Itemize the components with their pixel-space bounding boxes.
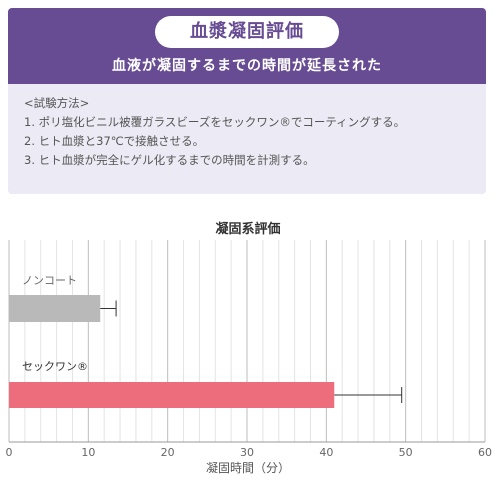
bar-category-label: セックワン®	[22, 360, 88, 373]
method-step-1: 1. ポリ塩化ビニル被覆ガラスビーズをセックワン®でコーティングする。	[24, 115, 406, 129]
method-step-3: 3. ヒト血漿が完全にゲル化するまでの時間を計測する。	[24, 153, 315, 167]
x-tick-label: 30	[240, 446, 254, 459]
x-tick-label: 10	[81, 446, 95, 459]
chart-x-ticks: 0 10 20 30 40 50 60	[6, 446, 493, 459]
method-card: 血漿凝固評価 血液が凝固するまでの時間が延長された <試験方法> 1. ポリ塩化…	[8, 8, 486, 194]
bar	[9, 295, 101, 322]
page-title: 血漿凝固評価	[155, 16, 339, 48]
page-subtitle: 血液が凝固するまでの時間が延長された	[112, 58, 382, 74]
chart-title: 凝固系評価	[215, 221, 280, 237]
method-step-2: 2. ヒト血漿と37℃で接触させる。	[24, 134, 205, 148]
header-banner: 血漿凝固評価 血液が凝固するまでの時間が延長された	[8, 8, 486, 84]
chart-grid	[8, 240, 486, 443]
x-tick-label: 0	[6, 446, 13, 459]
x-tick-label: 50	[399, 446, 413, 459]
method-section: <試験方法> 1. ポリ塩化ビニル被覆ガラスビーズをセックワン®でコーティングす…	[24, 94, 479, 170]
method-heading: <試験方法>	[24, 96, 90, 110]
chart-x-label: 凝固時間（分）	[206, 460, 290, 475]
x-tick-label: 20	[161, 446, 175, 459]
bar-category-label: ノンコート	[22, 274, 77, 287]
x-tick-label: 60	[478, 446, 492, 459]
bar	[9, 382, 335, 408]
x-tick-label: 40	[319, 446, 333, 459]
